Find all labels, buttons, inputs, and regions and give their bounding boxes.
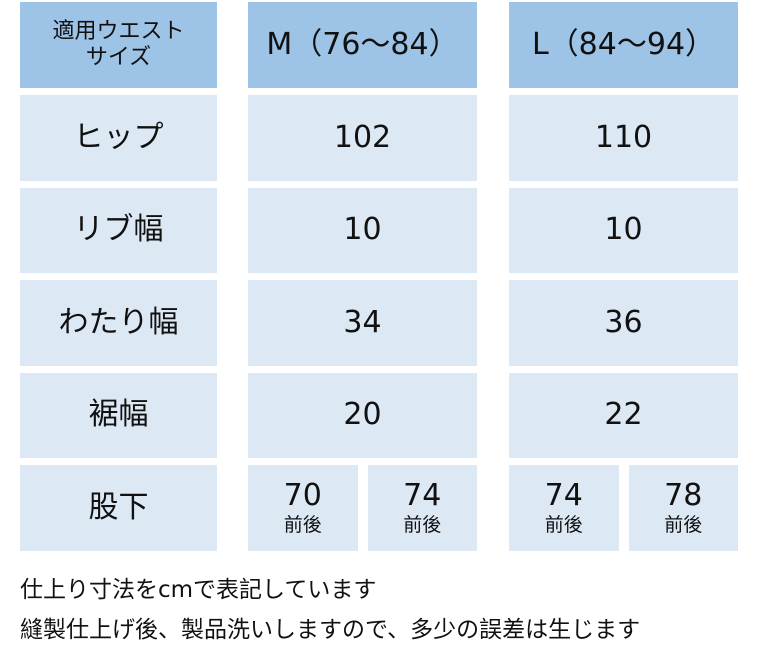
row-label: リブ幅 [73,212,164,248]
value: 36 [604,304,643,340]
header-cell: L（84〜94） [509,2,738,88]
value-note: 前後 [403,513,442,536]
value: 102 [333,119,392,155]
row-label-cell: 股下 [20,465,217,551]
value-cell: 102 [248,95,477,181]
header-cell: 適用ウエスト サイズ [20,2,217,88]
value-note: 前後 [283,513,322,536]
value: 10 [343,212,382,248]
value: 20 [343,397,382,433]
value-cell: 10 [248,188,477,273]
row-label: わたり幅 [58,304,179,340]
row-label: ヒップ [73,119,164,155]
row-label: 裾幅 [88,397,149,433]
row-label-cell: 裾幅 [20,373,217,458]
value-note: 前後 [544,513,583,536]
header-line: サイズ [85,45,152,70]
header-cell: M（76〜84） [248,2,477,88]
value-cell: 74 前後 [509,465,619,551]
row-label-cell: リブ幅 [20,188,217,273]
value: 74 [403,478,442,514]
row-label: 股下 [88,489,149,525]
header-text: L（84〜94） [531,26,716,62]
footnote: 縫製仕上げ後、製品洗いしますので、多少の誤差は生じます [20,617,641,643]
value: 78 [664,478,703,514]
value-cell: 70 前後 [248,465,358,551]
value-cell: 22 [509,373,738,458]
header-text: M（76〜84） [266,26,459,62]
value: 22 [604,397,643,433]
value-note: 前後 [664,513,703,536]
value-cell: 78 前後 [628,465,738,551]
value: 34 [343,304,382,340]
value: 10 [604,212,643,248]
value-cell: 110 [509,95,738,181]
header-line: 適用ウエスト [52,18,185,44]
value-cell: 74 前後 [367,465,477,551]
value-cell: 36 [509,280,738,366]
footnote: 仕上り寸法をcmで表記しています [20,577,377,603]
row-label-cell: ヒップ [20,95,217,181]
value-cell: 10 [509,188,738,273]
value: 74 [544,478,583,514]
row-label-cell: わたり幅 [20,280,217,366]
value-cell: 34 [248,280,477,366]
value-cell: 20 [248,373,477,458]
value: 110 [594,119,653,155]
value: 70 [283,478,322,514]
